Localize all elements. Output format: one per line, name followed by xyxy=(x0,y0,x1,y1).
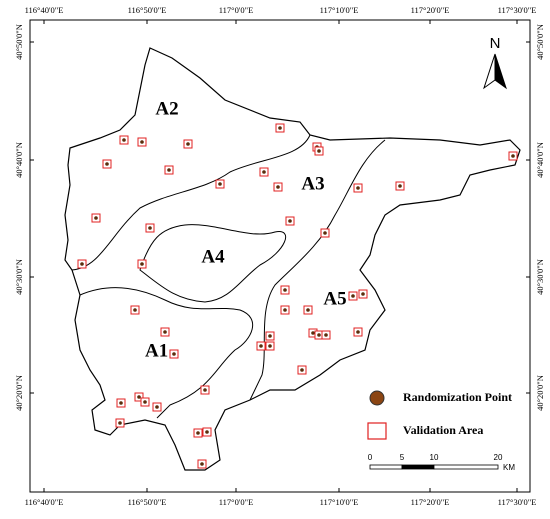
longitude-label: 117°30'0"E xyxy=(498,5,537,15)
randomization-point xyxy=(172,352,176,356)
latitude-label: 40°20'0"N xyxy=(14,375,24,411)
randomization-point xyxy=(167,168,171,172)
randomization-point xyxy=(283,308,287,312)
randomization-point xyxy=(218,182,222,186)
randomization-point xyxy=(276,185,280,189)
scale-label: 20 xyxy=(494,453,503,462)
randomization-point xyxy=(94,216,98,220)
legend-point-symbol xyxy=(369,390,385,406)
area-label: A3 xyxy=(301,173,324,194)
randomization-point xyxy=(259,344,263,348)
randomization-point xyxy=(163,330,167,334)
randomization-point xyxy=(205,430,209,434)
area-label: A2 xyxy=(155,98,178,119)
randomization-point xyxy=(278,126,282,130)
randomization-point xyxy=(203,388,207,392)
zone-boundaries xyxy=(71,134,386,419)
randomization-point xyxy=(268,334,272,338)
randomization-point xyxy=(133,308,137,312)
randomization-point xyxy=(324,333,328,337)
longitude-label: 116°50'0"E xyxy=(128,497,167,507)
randomization-point xyxy=(323,231,327,235)
longitude-label: 116°40'0"E xyxy=(25,5,64,15)
longitude-label: 116°50'0"E xyxy=(128,5,167,15)
randomization-point xyxy=(143,400,147,404)
scale-unit: KM xyxy=(503,463,515,472)
randomization-point xyxy=(317,149,321,153)
randomization-point xyxy=(122,138,126,142)
latitude-label: 40°30'0"N xyxy=(535,259,545,295)
area-label: A1 xyxy=(145,340,168,361)
randomization-point xyxy=(268,344,272,348)
randomization-point xyxy=(137,395,141,399)
area-label: A4 xyxy=(201,246,225,267)
randomization-point xyxy=(300,368,304,372)
randomization-point xyxy=(398,184,402,188)
randomization-point xyxy=(361,292,365,296)
latitude-label: 40°40'0"N xyxy=(14,142,24,178)
longitude-label: 117°10'0"E xyxy=(320,5,359,15)
randomization-point xyxy=(283,288,287,292)
randomization-point xyxy=(118,421,122,425)
randomization-point xyxy=(356,330,360,334)
randomization-point xyxy=(306,308,310,312)
scale-label: 5 xyxy=(400,453,405,462)
randomization-point xyxy=(148,226,152,230)
randomization-point xyxy=(105,162,109,166)
latitude-label: 40°20'0"N xyxy=(535,375,545,411)
longitude-label: 117°30'0"E xyxy=(498,497,537,507)
longitude-label: 117°0'0"E xyxy=(219,5,254,15)
randomization-point xyxy=(351,294,355,298)
longitude-label: 117°0'0"E xyxy=(219,497,254,507)
randomization-point xyxy=(511,154,515,158)
randomization-point xyxy=(311,331,315,335)
north-arrow: N xyxy=(483,35,507,90)
randomization-point xyxy=(155,405,159,409)
randomization-point xyxy=(119,401,123,405)
north-label: N xyxy=(490,35,501,52)
scale-label: 10 xyxy=(430,453,439,462)
latitude-label: 40°40'0"N xyxy=(535,142,545,178)
area-label: A5 xyxy=(323,288,346,309)
randomization-point xyxy=(140,262,144,266)
longitude-label: 116°40'0"E xyxy=(25,497,64,507)
longitude-label: 117°20'0"E xyxy=(411,497,450,507)
randomization-point xyxy=(140,140,144,144)
randomization-point xyxy=(196,431,200,435)
latitude-label: 40°50'0"N xyxy=(14,24,24,60)
randomization-point xyxy=(288,219,292,223)
sample-points xyxy=(77,123,518,469)
scale-bar: 0 5 10 20 KM xyxy=(368,453,516,472)
randomization-point xyxy=(186,142,190,146)
legend-area-symbol xyxy=(367,422,387,440)
legend-label: Randomization Point xyxy=(403,390,512,404)
longitude-label: 117°10'0"E xyxy=(320,497,359,507)
latitude-label: 40°50'0"N xyxy=(535,24,545,60)
latitude-label: 40°30'0"N xyxy=(14,259,24,295)
randomization-point xyxy=(200,462,204,466)
longitude-label: 117°20'0"E xyxy=(411,5,450,15)
legend-label: Validation Area xyxy=(403,423,483,437)
randomization-point xyxy=(356,186,360,190)
randomization-point xyxy=(262,170,266,174)
scale-label: 0 xyxy=(368,453,373,462)
randomization-point xyxy=(80,262,84,266)
randomization-point xyxy=(317,333,321,337)
